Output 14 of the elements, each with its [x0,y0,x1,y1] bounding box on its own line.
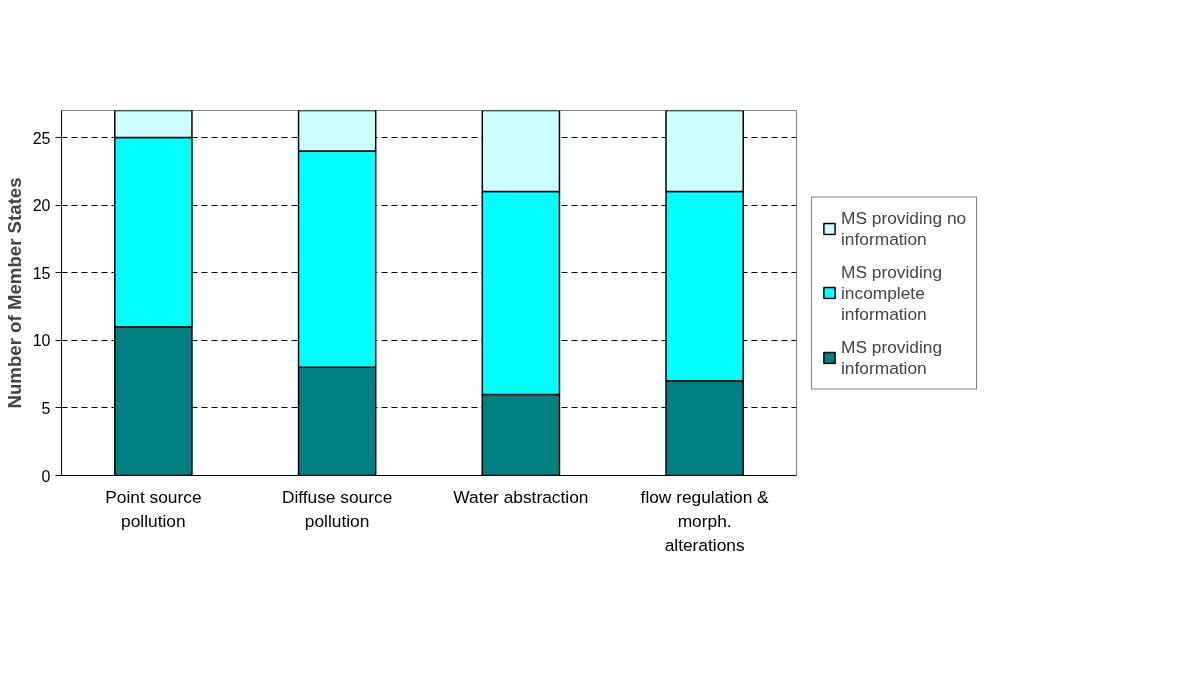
legend-label: MS providing no information [841,207,967,249]
x-tick-label: Diffuse source pollution [281,486,393,531]
x-tick-label: Water abstraction [453,486,589,507]
y-tick-label: 15 [32,264,51,282]
y-axis-title: Number of Member States [3,177,25,409]
y-tick-label: 5 [41,399,51,417]
legend-label: MS providing incomplete information [841,261,943,324]
legend-label: MS providing information [841,336,943,378]
y-tick-label: 25 [32,129,51,147]
x-tick-label: flow regulation & morph. alterations [640,486,770,555]
y-tick-label: 0 [41,467,51,485]
y-tick-label: 10 [32,332,51,350]
y-tick-label: 20 [32,197,51,215]
x-tick-label: Point source pollution [105,486,202,531]
